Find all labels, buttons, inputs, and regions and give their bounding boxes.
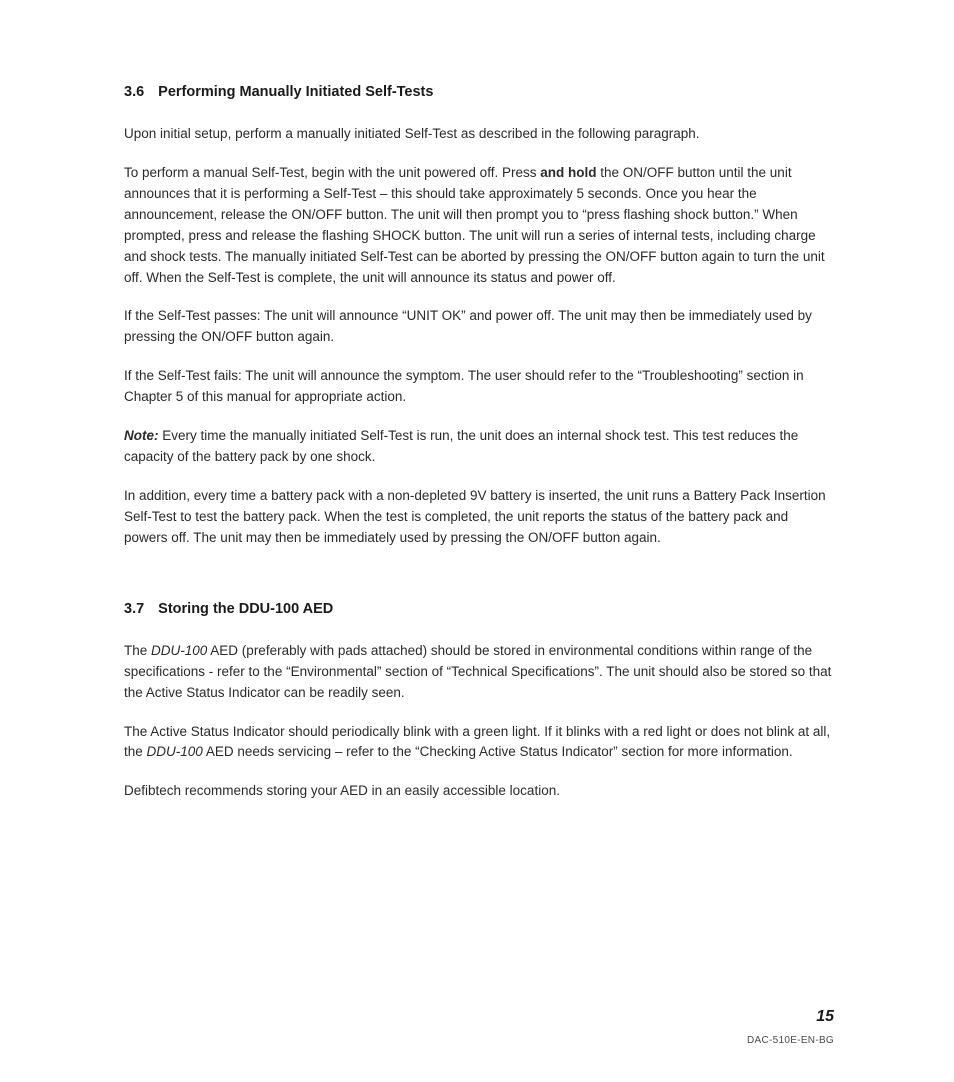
s36-note-paragraph: Note: Every time the manually initiated … [124, 426, 834, 468]
section-3-7-heading: 3.7 Storing the DDU-100 AED [124, 601, 834, 617]
text: Every time the manually initiated Self-T… [124, 428, 798, 464]
s36-paragraph-1: Upon initial setup, perform a manually i… [124, 124, 834, 145]
s37-paragraph-3: Defibtech recommends storing your AED in… [124, 781, 834, 802]
bold-text: and hold [540, 165, 596, 180]
text: The [124, 643, 151, 658]
page-number: 15 [816, 1008, 834, 1026]
section-3-6-heading: 3.6 Performing Manually Initiated Self-Te… [124, 84, 834, 100]
s37-paragraph-1: The DDU-100 AED (preferably with pads at… [124, 641, 834, 704]
note-label: Note: [124, 428, 159, 443]
s36-paragraph-2: To perform a manual Self-Test, begin wit… [124, 163, 834, 289]
footer-code: DAC-510E-EN-BG [747, 1035, 834, 1046]
s37-paragraph-2: The Active Status Indicator should perio… [124, 722, 834, 764]
model-name: DDU-100 [147, 744, 203, 759]
s36-paragraph-6: In addition, every time a battery pack w… [124, 486, 834, 549]
model-name: DDU-100 [151, 643, 207, 658]
section-number: 3.7 [124, 601, 144, 617]
section-gap [124, 567, 834, 601]
text: the ON/OFF button until the unit announc… [124, 165, 825, 285]
section-number: 3.6 [124, 84, 144, 100]
text: To perform a manual Self-Test, begin wit… [124, 165, 540, 180]
text: AED (preferably with pads attached) shou… [124, 643, 831, 700]
s36-paragraph-3: If the Self-Test passes: The unit will a… [124, 306, 834, 348]
s36-paragraph-4: If the Self-Test fails: The unit will an… [124, 366, 834, 408]
text: AED needs servicing – refer to the “Chec… [203, 744, 793, 759]
section-title: Performing Manually Initiated Self-Tests [158, 84, 433, 100]
section-title: Storing the DDU-100 AED [158, 601, 333, 617]
